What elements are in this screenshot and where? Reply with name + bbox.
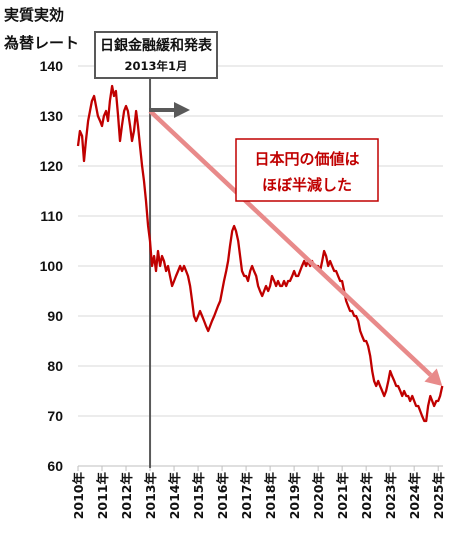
event-box-frame: [94, 31, 218, 79]
series-line-exchange-rate: [76, 84, 444, 423]
x-tick-label: 2025年: [431, 472, 446, 520]
y-axis-ticks: 60 70 80 90 100 110 120 130 140: [40, 58, 64, 474]
right-arrow-head: [174, 102, 190, 118]
y-tick-label: 90: [47, 308, 63, 324]
x-tick-label: 2023年: [383, 472, 398, 520]
trend-arrow-head: [424, 368, 443, 386]
callout-line1: 日本円の価値は: [254, 150, 359, 168]
x-tick-label: 2022年: [359, 472, 374, 520]
x-axis-ticks: 2010年 2011年 2012年 2013年 2014年 2015年 2016年 2017年…: [71, 466, 446, 519]
x-tick-label: 2013年: [143, 472, 158, 520]
event-date: 2013年1月: [124, 59, 187, 73]
y-tick-label: 70: [47, 408, 63, 424]
x-tick-label: 2015年: [191, 472, 206, 520]
y-tick-label: 120: [40, 158, 64, 174]
x-tick-label: 2017年: [239, 472, 254, 520]
x-tick-label: 2019年: [287, 472, 302, 520]
callout-frame: [235, 138, 379, 202]
gridlines: [78, 65, 443, 417]
right-arrow: [149, 102, 190, 118]
x-tick-label: 2020年: [311, 472, 326, 520]
x-tick-label: 2024年: [407, 472, 422, 520]
callout-line2: ほぼ半減した: [262, 176, 352, 194]
x-tick-label: 2021年: [335, 472, 350, 520]
y-tick-label: 60: [47, 458, 63, 474]
x-tick-label: 2018年: [263, 472, 278, 520]
callout-box: 日本円の価値は ほぼ半減した: [235, 138, 379, 202]
x-tick-label: 2012年: [119, 472, 134, 520]
trend-arrow: [148, 109, 443, 386]
trend-arrow-shaft: [148, 109, 433, 377]
y-tick-label: 80: [47, 358, 63, 374]
x-tick-label: 2016年: [215, 472, 230, 520]
x-tick-label: 2010年: [71, 472, 86, 520]
event-title: 日銀金融緩和発表: [100, 37, 213, 54]
y-tick-label: 140: [40, 58, 64, 74]
y-tick-label: 130: [40, 108, 64, 124]
y-axis-label-line2: 為替レート: [3, 34, 79, 52]
y-axis-label-line1: 実質実効: [4, 6, 64, 24]
x-tick-label: 2011年: [95, 472, 110, 520]
x-tick-label: 2014年: [167, 472, 182, 520]
event-label-box: 日銀金融緩和発表 2013年1月: [94, 31, 218, 79]
y-tick-label: 110: [40, 208, 63, 224]
y-tick-label: 100: [40, 258, 64, 274]
